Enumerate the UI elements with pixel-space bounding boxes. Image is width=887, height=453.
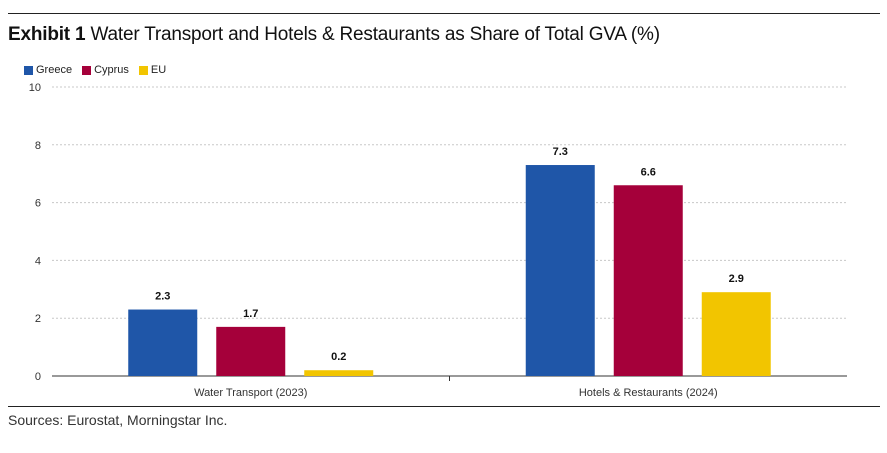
legend-label-greece: Greece — [36, 64, 73, 76]
legend-swatch-cyprus — [82, 65, 92, 75]
bottom-rule — [8, 406, 880, 407]
legend: Greece Cyprus EU — [24, 64, 176, 76]
y-tick-label-2: 2 — [35, 313, 41, 325]
data-label-greece-1: 7.3 — [553, 146, 568, 158]
legend-swatch-eu — [138, 65, 148, 75]
legend-item-eu: EU — [138, 64, 167, 76]
bar-greece-1 — [525, 165, 595, 376]
y-tick-label-6: 6 — [35, 198, 41, 210]
legend-item-greece: Greece — [24, 64, 72, 76]
chart-title: Exhibit 1 Water Transport and Hotels & R… — [8, 24, 660, 46]
y-tick-label-4: 4 — [35, 255, 41, 267]
bar-eu-1 — [701, 292, 771, 376]
title-text: Water Transport and Hotels & Restaurants… — [90, 24, 660, 45]
bar-eu-0 — [304, 370, 374, 376]
legend-label-eu: EU — [150, 64, 167, 76]
bar-chart: 0 2 4 6 8 10 Water Transport (2023) 2.3 1.7 0.2 Ho… — [29, 82, 847, 399]
legend-item-cyprus: Cyprus — [82, 64, 129, 76]
top-rule — [8, 13, 880, 14]
legend-label-cyprus: Cyprus — [94, 64, 129, 76]
y-tick-label-0: 0 — [35, 371, 41, 383]
data-label-eu-0: 0.2 — [331, 351, 346, 363]
data-label-cyprus-1: 6.6 — [641, 166, 656, 178]
data-label-greece-0: 2.3 — [155, 291, 170, 303]
bar-greece-0 — [128, 309, 198, 376]
bar-cyprus-1 — [613, 185, 683, 376]
legend-swatch-greece — [24, 65, 33, 75]
bar-cyprus-0 — [216, 326, 286, 376]
source-note: Sources: Eurostat, Morningstar Inc. — [8, 412, 228, 428]
data-label-eu-1: 2.9 — [729, 273, 744, 285]
y-tick-label-8: 8 — [35, 140, 41, 152]
x-category-label-0: Water Transport (2023) — [194, 387, 307, 399]
title-exhibit-label: Exhibit 1 — [8, 24, 86, 45]
y-tick-label-10: 10 — [29, 82, 41, 94]
x-category-label-1: Hotels & Restaurants (2024) — [579, 387, 718, 399]
data-label-cyprus-0: 1.7 — [243, 308, 258, 320]
